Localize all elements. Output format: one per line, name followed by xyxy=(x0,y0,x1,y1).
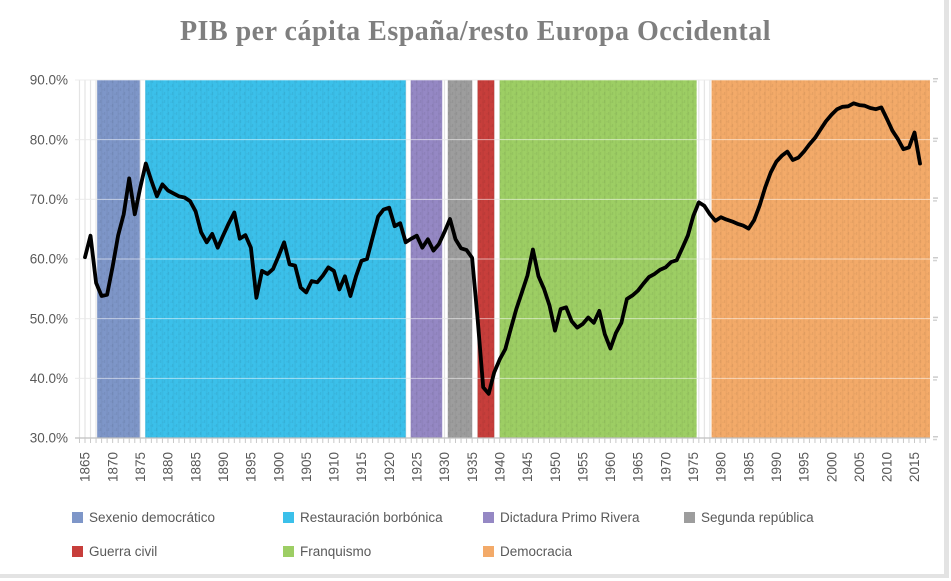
x-axis-label: 1990 xyxy=(769,452,784,482)
x-axis-label: 1920 xyxy=(382,452,397,482)
right-axis-mark xyxy=(933,436,938,438)
x-axis-label: 1975 xyxy=(686,452,701,482)
x-axis-label: 2005 xyxy=(852,452,867,482)
x-axis-label: 1985 xyxy=(741,452,756,482)
x-axis-label: 1915 xyxy=(354,452,369,482)
x-axis-label: 1865 xyxy=(78,452,93,482)
y-axis-label: 80.0% xyxy=(30,132,68,147)
x-axis-label: 1885 xyxy=(188,452,203,482)
x-axis-label: 1875 xyxy=(133,452,148,482)
x-axis-label: 1930 xyxy=(437,452,452,482)
y-axis-label: 90.0% xyxy=(30,73,68,88)
x-axis-label: 1870 xyxy=(105,452,120,482)
x-axis-label: 2010 xyxy=(880,452,895,482)
x-axis-label: 1940 xyxy=(492,452,507,482)
x-axis-label: 1905 xyxy=(299,452,314,482)
x-axis-label: 1900 xyxy=(271,452,286,482)
right-axis-mark xyxy=(933,379,937,381)
x-axis-label: 1935 xyxy=(465,452,480,482)
right-axis-mark xyxy=(933,137,938,140)
right-axis-mark xyxy=(933,78,938,80)
x-axis-label: 2000 xyxy=(824,452,839,482)
x-axis-label: 1895 xyxy=(244,452,259,482)
y-axis-label: 40.0% xyxy=(30,371,68,386)
x-axis-label: 1970 xyxy=(658,452,673,482)
right-axis-mark xyxy=(933,316,938,319)
x-axis-label: 1965 xyxy=(631,452,646,482)
y-axis-label: 30.0% xyxy=(30,431,68,446)
x-axis-label: 1960 xyxy=(603,452,618,482)
x-axis-label: 1880 xyxy=(161,452,176,482)
chart-border-bottom xyxy=(0,574,949,578)
right-axis-mark xyxy=(933,140,937,142)
x-axis-label: 2015 xyxy=(907,452,922,482)
right-axis-mark xyxy=(933,259,937,262)
y-axis-label: 60.0% xyxy=(30,252,68,267)
x-axis-label: 1995 xyxy=(797,452,812,482)
right-axis-mark xyxy=(933,197,938,199)
x-axis-label: 1890 xyxy=(216,452,231,482)
x-axis-label: 1980 xyxy=(714,452,729,482)
x-axis-label: 1925 xyxy=(410,452,425,482)
chart-border-right xyxy=(944,0,949,577)
right-axis-mark xyxy=(933,80,937,83)
x-axis-label: 1945 xyxy=(520,452,535,482)
y-axis-label: 70.0% xyxy=(30,192,68,207)
x-axis-label: 1910 xyxy=(327,452,342,482)
right-axis-mark xyxy=(933,257,938,259)
right-axis-mark xyxy=(933,438,937,441)
data-line xyxy=(83,101,922,396)
x-axis-label: 1955 xyxy=(575,452,590,482)
chart-title: PIB per cápita España/resto Europa Occid… xyxy=(179,16,772,47)
right-axis-mark xyxy=(933,376,938,378)
right-axis-mark xyxy=(933,319,937,321)
right-axis-mark xyxy=(933,200,937,202)
x-axis-label: 1950 xyxy=(548,452,563,482)
y-axis-label: 50.0% xyxy=(30,311,68,326)
